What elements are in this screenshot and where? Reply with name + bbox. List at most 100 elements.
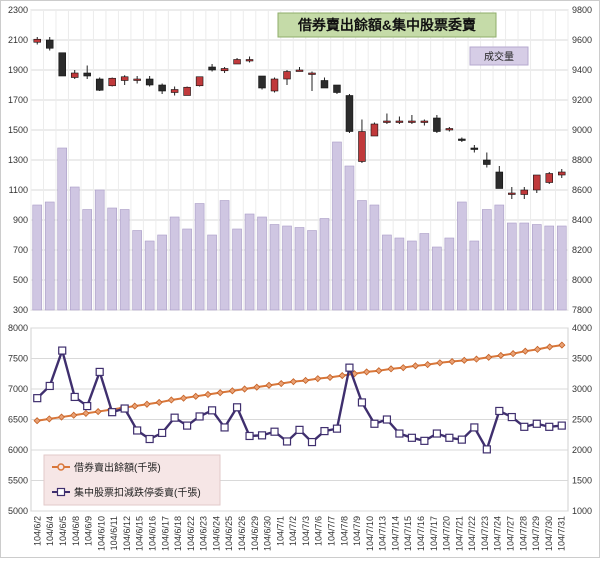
x-tick-label: 104/7/24 (493, 516, 503, 551)
sell-orders-point (295, 425, 304, 434)
candle-body-up (33, 38, 41, 43)
legend-swatch-lending-marker (57, 463, 65, 471)
candle-body-up (420, 120, 429, 123)
candle-body-up (370, 123, 379, 137)
candle-body-down (258, 75, 266, 89)
sell-orders-point (108, 408, 117, 417)
volume-bar (69, 186, 80, 311)
lending-balance-point (533, 345, 542, 353)
lending-balance-point (82, 409, 90, 417)
sell-orders-point (332, 424, 342, 433)
legend-background (43, 454, 221, 506)
x-tick-label: 104/7/14 (390, 516, 400, 551)
sell-orders-point (357, 398, 367, 407)
volume-bar (169, 216, 180, 311)
x-tick-label: 104/6/11 (109, 516, 119, 550)
candle-body-up (308, 72, 316, 75)
sell-orders-point (470, 423, 479, 432)
x-tick-label: 104/7/2 (288, 516, 298, 546)
volume-bar (282, 225, 292, 311)
bottom-chart-panel: 5000 5500 6000 6500 7000 7500 8000 1000 1500 2000… (8, 323, 592, 551)
volume-bar (544, 225, 555, 311)
candle-body-down (83, 72, 91, 77)
top-left-tick-label: 1500 (8, 125, 28, 135)
bottom-left-tick-label: 6000 (8, 445, 28, 455)
volume-bar (207, 234, 217, 311)
lending-balance-point (277, 379, 285, 388)
top-right-tick-label: 9000 (572, 125, 592, 135)
x-tick-label: 104/6/2 (32, 516, 42, 546)
lending-balance-point (131, 402, 139, 410)
line-legend: 借券賣出餘額(千張) 集中股票扣減跌停委賣(千張) (43, 454, 221, 506)
top-left-tick-label: 2100 (8, 35, 28, 45)
candle-body-up (545, 173, 554, 183)
lending-balance-point (302, 376, 310, 385)
sell-orders-point (420, 436, 429, 445)
chart-title-group: 借券賣出餘額&集中股票委賣 (277, 12, 497, 38)
x-tick-label: 104/7/28 (518, 516, 528, 551)
lending-balance-point (228, 387, 236, 395)
sell-orders-point (432, 429, 441, 438)
candle-body-down (58, 52, 66, 77)
candle-body-down (45, 39, 54, 49)
lending-balance-point (558, 341, 566, 349)
volume-bar (419, 233, 430, 311)
x-tick-label: 104/6/22 (186, 516, 196, 551)
sell-orders-point (195, 412, 204, 421)
title-background (277, 12, 497, 38)
x-tick-label: 104/7/22 (467, 516, 477, 551)
top-right-tick-label: 9400 (572, 65, 592, 75)
volume-bar (357, 200, 367, 311)
volume-bar (444, 237, 455, 311)
x-tick-label: 104/7/1 (275, 516, 285, 546)
lending-balance-point (204, 390, 212, 399)
x-tick-label: 104/6/15 (135, 516, 145, 551)
volume-bar (44, 201, 55, 311)
sell-orders-point (270, 427, 279, 436)
candle-body-up (558, 171, 566, 176)
volume-bar (394, 237, 405, 311)
lending-balance-point (497, 351, 505, 360)
lending-balance-point (265, 381, 273, 389)
volume-legend-group: 成交量 (469, 46, 529, 66)
candle-body-up (283, 71, 291, 80)
sell-orders-point (520, 422, 529, 431)
bottom-left-tick-label: 6500 (8, 415, 28, 425)
lending-balance-point (546, 343, 554, 351)
bottom-left-tick-label: 8000 (8, 323, 28, 333)
lending-balance-point (387, 365, 395, 373)
x-tick-label: 104/7/9 (352, 516, 362, 546)
sell-orders-point (445, 433, 454, 442)
volume-bar (82, 209, 92, 311)
bottom-left-tick-label: 5500 (8, 476, 28, 486)
sell-orders-point (158, 428, 167, 438)
bottom-right-tick-label: 4000 (572, 323, 592, 333)
candle-body-up (508, 192, 516, 195)
x-tick-label: 104/7/7 (326, 516, 336, 546)
volume-bar (57, 147, 68, 311)
top-right-tick-label: 8400 (572, 215, 592, 225)
volume-bar (507, 222, 517, 311)
volume-bar (432, 246, 442, 311)
candle-body-up (220, 68, 229, 72)
bottom-right-tick-label: 3000 (572, 384, 592, 394)
lending-balance-point (94, 408, 102, 416)
volume-bar (382, 234, 392, 311)
x-tick-label: 104/7/17 (429, 516, 439, 551)
candle-body-up (70, 72, 79, 78)
lending-balance-point (436, 359, 444, 367)
x-tick-label: 104/6/29 (250, 516, 260, 551)
x-tick-label: 104/6/10 (96, 516, 106, 551)
sell-orders-point (133, 426, 142, 435)
top-left-tick-label: 300 (13, 305, 28, 315)
x-tick-label: 104/7/20 (442, 516, 452, 551)
sell-orders-point (45, 381, 54, 391)
top-right-tick-label: 9800 (572, 5, 592, 15)
candle-body-up (445, 128, 454, 131)
lending-balance-point (375, 367, 383, 375)
candle-body-up (295, 69, 304, 72)
sell-orders-point (532, 419, 541, 428)
volume-bar (556, 225, 567, 311)
candle-body-up (170, 89, 179, 93)
